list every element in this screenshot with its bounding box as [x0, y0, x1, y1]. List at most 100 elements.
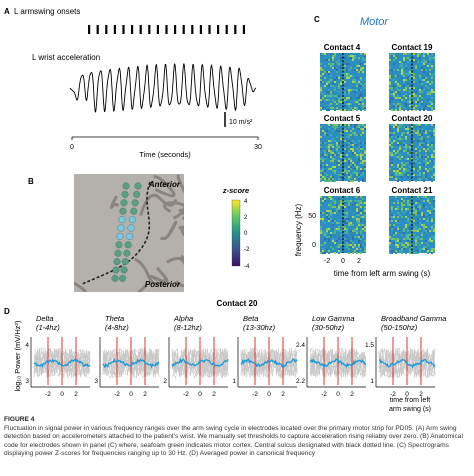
spectrogram-cell [407, 204, 409, 206]
spectrogram-cell [399, 170, 401, 172]
spectrogram-cell [350, 130, 352, 132]
spectrogram-cell [324, 142, 326, 144]
spectrogram-cell [320, 228, 322, 230]
spectrogram-cell [419, 212, 421, 214]
spectrogram-cell [324, 65, 326, 67]
spectrogram-cell [322, 67, 324, 69]
spectrogram-cell [336, 240, 338, 242]
spectrogram-cell [346, 97, 348, 99]
spectrogram-cell [356, 166, 358, 168]
spectrogram-cell [415, 214, 417, 216]
spectrogram-cell [417, 99, 419, 101]
spectrogram-cell [391, 176, 393, 178]
spectrogram-cell [423, 55, 425, 57]
spectrogram-cell [340, 101, 342, 103]
spectrogram-cell [350, 174, 352, 176]
spectrogram-cell [395, 152, 397, 154]
spectrogram-cell [322, 87, 324, 89]
spectrogram-cell [338, 252, 340, 254]
spectrogram-cell [403, 150, 405, 152]
spectrogram-cell [421, 124, 423, 126]
spectrogram-cell [336, 59, 338, 61]
spectrogram-cell [322, 164, 324, 166]
band-y-tick: 2 [163, 378, 167, 385]
spectrogram-cell [362, 85, 364, 87]
band-range: (8-12hz) [174, 323, 202, 332]
spectrogram-cell [326, 134, 328, 136]
spectrogram-cell [350, 228, 352, 230]
spectrogram-cell [342, 222, 344, 224]
colorbar [231, 199, 241, 267]
spectrogram-cell [391, 216, 393, 218]
spectrogram-cell [417, 55, 419, 57]
spectrogram-cell [391, 142, 393, 144]
spectrogram-cell [403, 126, 405, 128]
spectrogram-cell [360, 55, 362, 57]
spectrogram-cell [354, 124, 356, 126]
brain-gyrus [153, 175, 176, 198]
spectrogram-cell [364, 226, 366, 228]
spectrogram-cell [395, 244, 397, 246]
spectrogram-cell [346, 124, 348, 126]
spectrogram-cell [362, 93, 364, 95]
spectrogram-cell [405, 81, 407, 83]
spectrogram-cell [425, 214, 427, 216]
spectrogram-cell [417, 73, 419, 75]
spectrogram-cell [322, 69, 324, 71]
spectrogram-cell [348, 204, 350, 206]
spectrogram-cell [352, 128, 354, 130]
spectrogram-cell [427, 160, 429, 162]
spectrogram-cell [409, 65, 411, 67]
spectrogram-cell [344, 234, 346, 236]
spectrogram-cell [403, 216, 405, 218]
spectrogram-cell [330, 148, 332, 150]
spectrogram-cell [425, 198, 427, 200]
spectrogram-cell [328, 176, 330, 178]
spectrogram-cell [419, 230, 421, 232]
spectrogram-cell [399, 99, 401, 101]
spectrogram-cell [405, 174, 407, 176]
spectrogram-cell [344, 228, 346, 230]
spectrogram-cell [320, 158, 322, 160]
spectrogram-cell [397, 216, 399, 218]
spectrogram-cell [358, 95, 360, 97]
spectrogram-cell [391, 93, 393, 95]
spectrogram-cell [354, 222, 356, 224]
spectrogram-cell [346, 154, 348, 156]
spectrogram-cell [358, 202, 360, 204]
spectrogram-cell [401, 105, 403, 107]
spectrogram-cell [332, 178, 334, 180]
spectrogram-cell [399, 172, 401, 174]
spectrogram-cell [348, 142, 350, 144]
figure-canvas: A L armswing onsets L wrist acceleration… [4, 7, 446, 413]
spectrogram-cell [391, 238, 393, 240]
spectrogram-cell [348, 168, 350, 170]
spectrogram-cell [364, 230, 366, 232]
spectrogram-cell [405, 220, 407, 222]
spectrogram-cell [427, 144, 429, 146]
spectrogram-cell [336, 228, 338, 230]
spectrogram-cell [407, 83, 409, 85]
spectrogram-cell [334, 152, 336, 154]
spectrogram-cell [358, 242, 360, 244]
spectrogram-cell [348, 93, 350, 95]
spectrogram-cell [425, 174, 427, 176]
spectrogram-cell [320, 128, 322, 130]
spectrogram-cell [348, 97, 350, 99]
spectrogram-cell [330, 146, 332, 148]
spectrogram-cell [336, 144, 338, 146]
power-axis-label: log₁₀ Power (mV/Hz²) [13, 320, 22, 392]
spectrogram-cell [391, 97, 393, 99]
spectrogram-cell [401, 138, 403, 140]
spectrogram-cell [334, 55, 336, 57]
spectrogram-cell [391, 128, 393, 130]
spectrogram-cell [423, 172, 425, 174]
band-x-tick: -2 [183, 391, 189, 398]
brain-gyrus [149, 266, 169, 284]
spectrogram-cell [352, 57, 354, 59]
spectrogram-cell [340, 156, 342, 158]
spectrogram-cell [397, 150, 399, 152]
onset-tick [139, 25, 142, 34]
spectrogram-cell [354, 170, 356, 172]
spectrogram-cell [360, 124, 362, 126]
